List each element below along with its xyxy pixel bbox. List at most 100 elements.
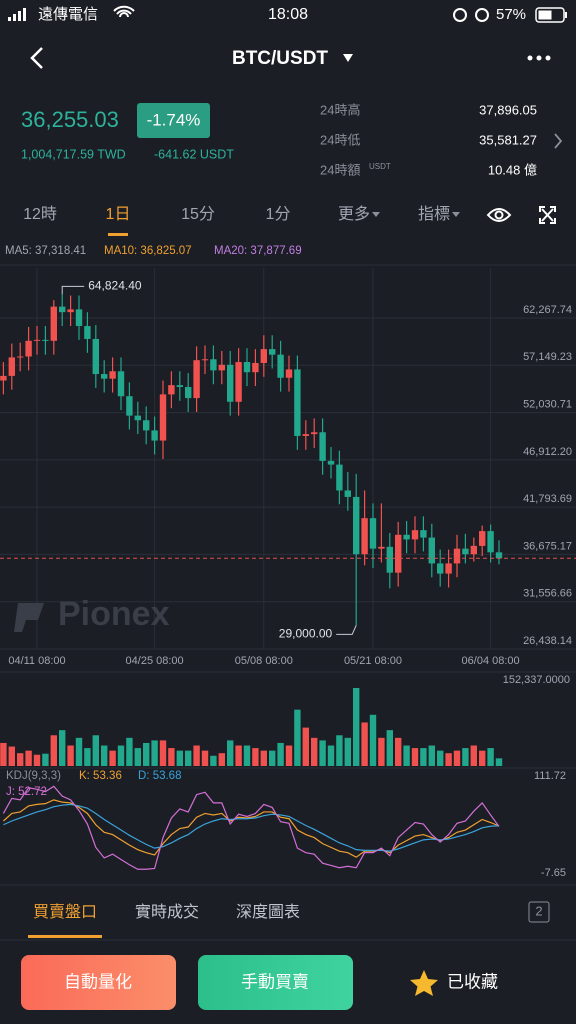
indicator-line	[3, 803, 500, 852]
volume-bar	[311, 737, 318, 766]
candle-body	[353, 496, 360, 555]
candle-body	[437, 563, 444, 574]
back-button[interactable]	[30, 47, 43, 69]
volume-bar	[294, 709, 301, 766]
volume-bar	[210, 755, 217, 766]
volume-bar	[218, 753, 225, 766]
volume-bar	[109, 750, 116, 766]
volume-bar	[101, 745, 108, 766]
favorite-label[interactable]: 已收藏	[447, 972, 498, 991]
candle-body	[302, 434, 309, 436]
y-tick-label: 57,149.23	[523, 351, 572, 363]
stat-value: 37,896.05	[479, 102, 537, 117]
volume-bar	[143, 742, 150, 766]
volume-bar	[285, 745, 293, 766]
ma5-legend: MA5: 37,318.41	[5, 245, 86, 257]
candle-body	[134, 415, 141, 421]
volume-bar	[17, 753, 24, 766]
button-label[interactable]: 手動買賣	[241, 972, 309, 991]
manual-trade-button[interactable]	[198, 955, 353, 1010]
volume-bar	[470, 745, 477, 766]
candle-body	[269, 349, 276, 355]
candle-body	[17, 356, 24, 358]
tab[interactable]: 實時成交	[135, 902, 199, 921]
candle-body	[101, 374, 108, 379]
volume-bar	[369, 714, 377, 766]
volume-bar	[235, 745, 242, 766]
badge-box	[528, 901, 550, 923]
eye-toggle[interactable]	[486, 208, 512, 222]
candle-body	[336, 464, 343, 491]
volume-bar	[243, 745, 251, 766]
candle-body	[260, 349, 267, 363]
interval-tab[interactable]: 1分	[266, 205, 291, 223]
volume-bar	[403, 745, 410, 766]
clock: 18:08	[268, 6, 308, 23]
candle-body	[403, 534, 410, 540]
interval-tab[interactable]: 更多	[338, 205, 370, 223]
candle-body	[109, 371, 116, 379]
badge[interactable]: 2	[535, 903, 542, 918]
volume-bar	[201, 750, 209, 766]
button-label[interactable]: 自動量化	[64, 972, 132, 991]
candle-body	[378, 546, 385, 549]
stat-unit: USDT	[369, 162, 391, 171]
x-tick-label: 06/04 08:00	[462, 655, 520, 667]
interval-tabs: 12時 1日 15分 1分 更多 指標	[23, 205, 450, 236]
candle-body	[487, 531, 494, 553]
volume-bar	[411, 748, 419, 766]
interval-tab[interactable]: 15分	[181, 205, 215, 223]
x-tick-label: 05/21 08:00	[344, 655, 402, 667]
stat-label: 24時高	[320, 102, 360, 117]
candle-body	[185, 386, 192, 399]
interval-tab[interactable]: 指標	[418, 205, 450, 223]
dropdown-arrow	[372, 212, 380, 217]
more-button[interactable]	[527, 55, 551, 61]
candle-body	[159, 394, 167, 441]
volume-bar	[176, 750, 183, 766]
charts: 26,438.14 31,556.66 36,675.17 41,793.69 46,9…	[0, 268, 576, 879]
volume-bar	[117, 745, 125, 766]
battery-icon	[535, 7, 567, 23]
interval-tab[interactable]: 12時	[23, 205, 57, 223]
stat-label: 24時低	[320, 132, 360, 147]
tab[interactable]: 深度圖表	[236, 903, 300, 921]
stat-label: 24時額	[320, 162, 360, 177]
candle-body	[193, 360, 200, 399]
dropdown-arrow	[452, 212, 460, 217]
fullscreen-button[interactable]	[539, 206, 556, 224]
stats-chevron[interactable]	[554, 133, 563, 149]
candle-body	[84, 326, 91, 339]
candle-body	[50, 306, 57, 341]
pair-dropdown[interactable]	[343, 54, 353, 62]
volume-bar	[495, 758, 503, 766]
candle-body	[176, 385, 183, 387]
volume-bar	[462, 748, 469, 766]
volume-bar	[193, 745, 200, 766]
volume-bar	[344, 737, 351, 766]
volume-bar	[50, 735, 57, 766]
battery-level: 57%	[496, 6, 526, 23]
carrier: 遠傳電信	[38, 6, 98, 23]
annotation-leader	[61, 285, 85, 295]
candle-body	[495, 552, 503, 559]
legend-entry: J: 52.72	[6, 786, 47, 798]
volume-bar	[126, 737, 133, 766]
volume-bar	[151, 740, 158, 766]
pair-title[interactable]: BTC/USDT	[232, 48, 328, 69]
y-tick-label: 152,337.0000	[503, 674, 570, 686]
volume-bar	[159, 740, 167, 766]
interval-tab[interactable]: 1日	[106, 206, 131, 223]
volume-bar	[487, 748, 494, 766]
auto-trade-button[interactable]	[21, 955, 176, 1010]
volume-bar	[42, 753, 49, 766]
volume-bar	[33, 754, 41, 766]
tab-underline	[108, 233, 128, 236]
y-tick-label: 41,793.69	[523, 493, 572, 505]
indicator-title: KDJ(9,3,3)	[6, 770, 61, 782]
volume-bar	[75, 737, 83, 766]
volume-bar	[395, 737, 402, 766]
tab-active[interactable]: 買賣盤口	[33, 903, 97, 921]
change-percent: -1.74%	[147, 110, 201, 129]
favorite-star[interactable]	[410, 970, 438, 996]
